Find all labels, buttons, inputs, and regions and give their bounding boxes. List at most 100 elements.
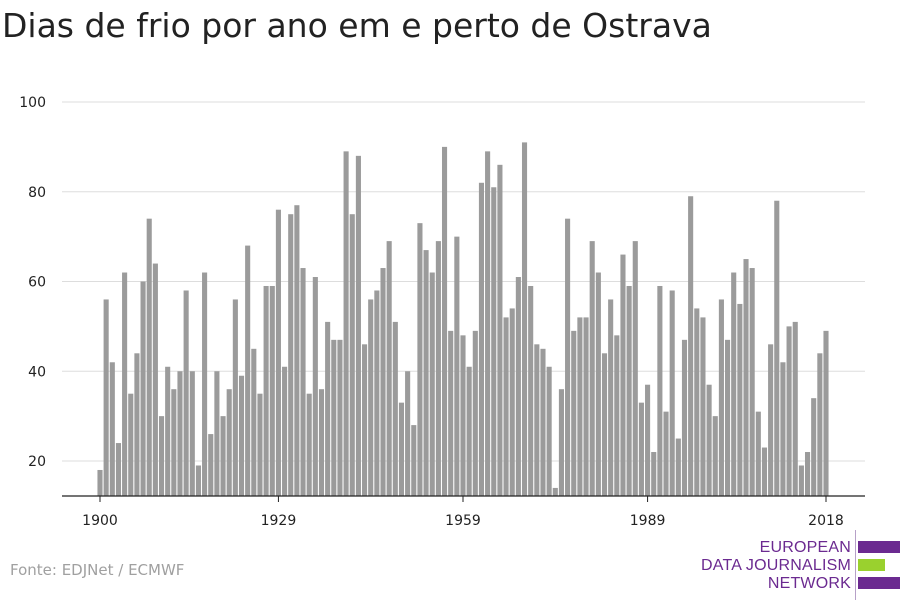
bar-1951: [411, 425, 417, 496]
bar-2008: [761, 447, 768, 496]
bar-1977: [571, 330, 577, 496]
bar-2013: [792, 321, 798, 496]
bar-1958: [454, 236, 460, 497]
bar-1914: [183, 290, 189, 496]
bar-1954: [429, 272, 435, 496]
logo-line-2: DATA JOURNALISM: [701, 557, 851, 574]
bar-1915: [189, 371, 195, 496]
bar-1922: [232, 299, 238, 496]
bar-1913: [177, 371, 183, 496]
bar-1918: [208, 434, 214, 496]
bar-1978: [577, 317, 583, 496]
bar-1964: [491, 187, 497, 496]
bar-2014: [798, 465, 804, 496]
bar-1988: [638, 402, 644, 496]
bar-1994: [675, 438, 681, 496]
bar-1991: [657, 285, 663, 496]
bars: [97, 142, 829, 497]
y-tick-label: 20: [28, 454, 46, 470]
bar-1960: [466, 366, 472, 496]
bar-1962: [478, 182, 485, 496]
edjnet-logo: EUROPEAN DATA JOURNALISM NETWORK: [700, 530, 900, 600]
x-tick-label: 1989: [630, 513, 666, 529]
chart-title: Dias de frio por ano em e perto de Ostra…: [2, 6, 712, 45]
bar-1944: [368, 299, 374, 496]
bar-1929: [275, 209, 281, 496]
y-tick-label: 40: [28, 364, 46, 380]
bar-1997: [694, 308, 700, 496]
bar-1955: [435, 241, 441, 496]
x-tick-label: 1900: [82, 513, 118, 529]
bar-1984: [614, 335, 620, 496]
y-tick-label: 100: [19, 95, 46, 111]
bar-1928: [269, 285, 275, 496]
bar-1926: [257, 393, 263, 496]
bar-1971: [534, 344, 540, 496]
bar-1985: [620, 254, 626, 496]
bar-1905: [128, 393, 134, 496]
bar-1908: [146, 218, 152, 496]
bar-1967: [509, 308, 515, 496]
bar-1974: [552, 487, 558, 496]
bar-1940: [343, 151, 349, 497]
source-note: Fonte: EDJNet / ECMWF: [10, 561, 185, 579]
bar-1925: [251, 348, 257, 496]
bar-1909: [152, 263, 158, 496]
bar-1921: [226, 389, 232, 496]
bar-1948: [392, 321, 398, 496]
bar-1965: [497, 164, 503, 496]
bar-1966: [503, 317, 509, 496]
bar-1931: [288, 214, 294, 496]
bar-1938: [331, 339, 337, 496]
bar-1910: [158, 416, 165, 497]
bar-1939: [337, 339, 343, 496]
bar-1952: [417, 223, 423, 496]
bar-1941: [349, 214, 355, 496]
x-tick-label: 1929: [261, 513, 297, 529]
bar-2004: [737, 303, 743, 496]
y-tick-label: 80: [28, 185, 46, 201]
bar-2011: [780, 362, 786, 496]
bar-1943: [362, 344, 368, 496]
bar-1924: [245, 245, 251, 496]
bar-1920: [220, 416, 226, 497]
x-tick-label: 2018: [808, 513, 844, 529]
bar-1973: [546, 366, 552, 496]
bar-2006: [749, 268, 755, 496]
bar-2001: [718, 299, 724, 496]
bar-1986: [626, 285, 632, 496]
bar-1919: [214, 371, 220, 496]
bar-1932: [294, 205, 300, 496]
bar-2009: [768, 344, 774, 496]
bar-1947: [386, 241, 392, 496]
bar-1911: [165, 366, 171, 496]
bar-1959: [460, 335, 466, 496]
logo-line-1: EUROPEAN: [759, 539, 851, 556]
bar-2002: [725, 339, 731, 496]
bar-1980: [589, 241, 595, 496]
bar-1917: [202, 272, 208, 496]
bar-1981: [595, 272, 601, 496]
y-axis-labels: 20 40 60 80 100: [19, 95, 46, 470]
bar-1996: [688, 196, 694, 497]
bar-2018: [823, 330, 829, 496]
logo-bar-green: [858, 559, 885, 571]
bar-1934: [306, 393, 312, 496]
bar-1930: [282, 366, 288, 496]
bar-1987: [632, 241, 638, 496]
bar-1992: [663, 411, 669, 496]
bar-2012: [786, 326, 792, 497]
logo-bar-purple-bottom: [858, 577, 900, 589]
bar-1945: [374, 290, 380, 496]
bar-1942: [355, 155, 361, 496]
logo-divider: [855, 530, 856, 600]
logo-bar-purple-top: [858, 541, 900, 553]
bar-1935: [312, 277, 318, 496]
bar-1972: [540, 348, 546, 496]
bar-1969: [521, 142, 528, 496]
y-tick-label: 60: [28, 275, 46, 291]
bar-1936: [318, 389, 325, 496]
bar-1923: [238, 375, 245, 496]
bar-1950: [405, 371, 411, 496]
